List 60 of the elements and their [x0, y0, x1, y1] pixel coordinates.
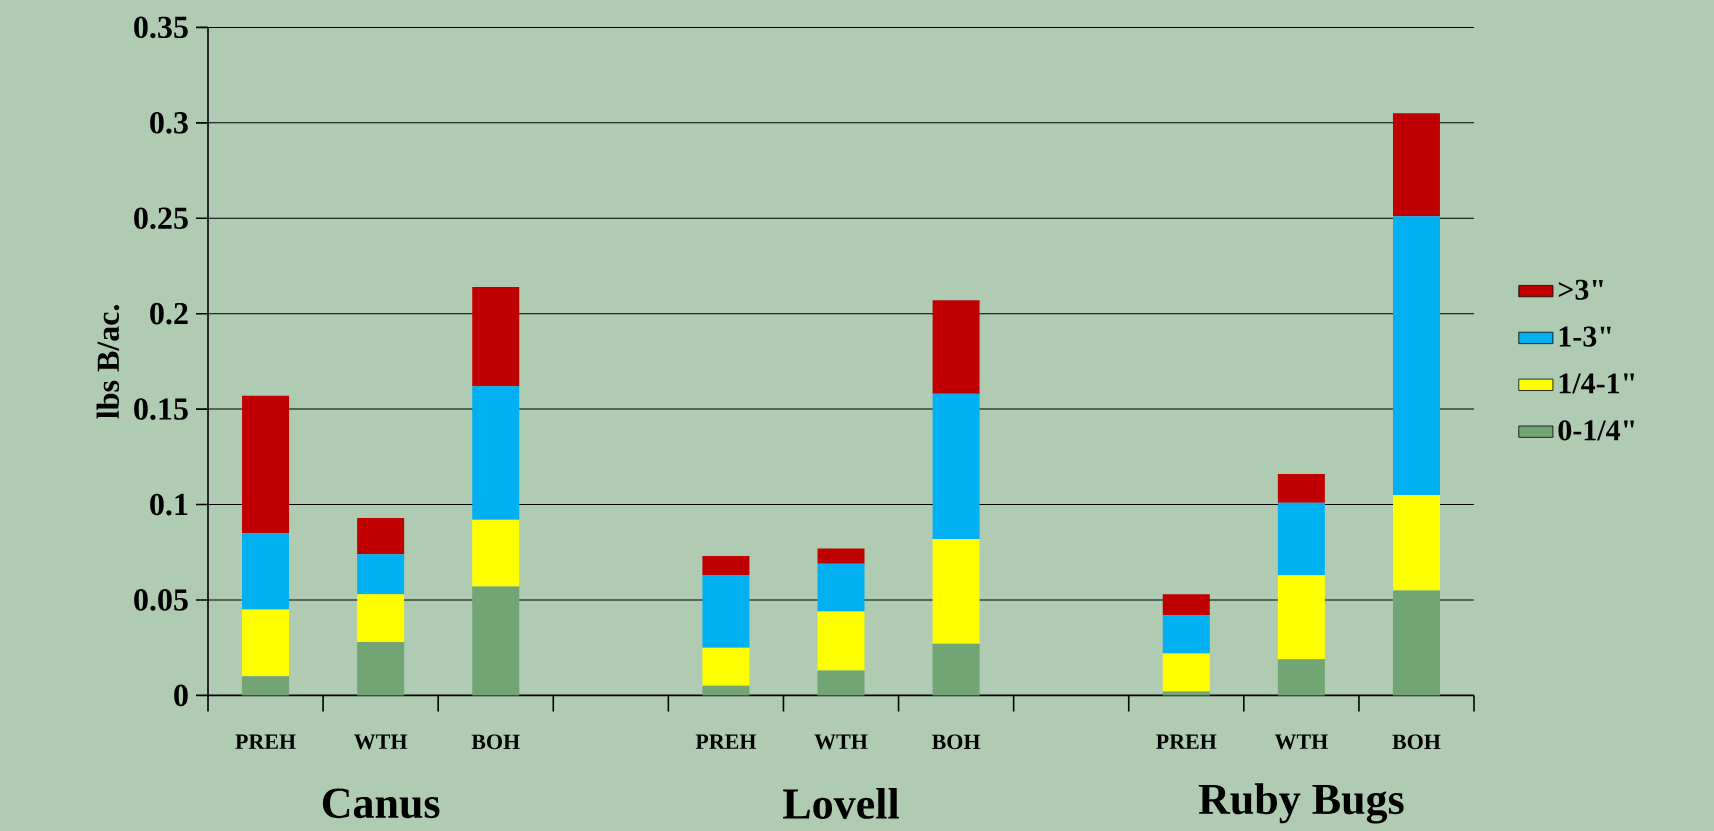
bar	[1277, 575, 1325, 660]
bar	[472, 519, 520, 587]
bar	[1392, 113, 1440, 217]
x-tick-label: WTH	[354, 734, 408, 750]
bar	[932, 300, 980, 394]
bar	[242, 676, 290, 696]
y-tick-label: 0.05	[134, 589, 188, 611]
y-axis-title: lbs B/ac.	[96, 305, 120, 419]
y-tick-label: 0.25	[134, 207, 188, 230]
bar	[357, 641, 405, 696]
bar	[932, 643, 980, 696]
bar	[1392, 495, 1440, 591]
bar	[242, 533, 290, 610]
bar	[1392, 216, 1440, 495]
text: Lovell	[783, 787, 899, 819]
x-tick-label: BOH	[1392, 734, 1441, 750]
x-tick-label: WTH	[814, 734, 868, 750]
bar	[817, 563, 865, 612]
bar	[1392, 590, 1440, 696]
bar	[1277, 502, 1325, 576]
bar	[932, 393, 980, 539]
bar	[357, 594, 405, 642]
y-tick-label: 0.35	[134, 16, 188, 39]
legend-label: >3"	[1558, 279, 1603, 300]
bar	[817, 548, 865, 564]
x-tick-label: WTH	[1274, 734, 1328, 750]
bar	[242, 609, 290, 677]
bar	[702, 647, 750, 686]
x-tick-label: BOH	[471, 734, 520, 750]
bar	[1277, 659, 1325, 696]
legend-label: 1/4-1"	[1559, 373, 1634, 394]
y-tick-label: 0.2	[150, 302, 188, 325]
bar	[702, 575, 750, 648]
y-tick-label: 0.1	[150, 493, 188, 516]
bar	[1277, 474, 1325, 503]
y-tick-label: 0.3	[150, 111, 188, 134]
bar	[357, 517, 405, 555]
x-tick-label: PREH	[1156, 734, 1217, 749]
x-tick-label: PREH	[695, 734, 757, 749]
text: Canus	[322, 788, 440, 819]
y-tick-label: 0.15	[134, 398, 188, 420]
bar	[702, 685, 750, 696]
bar	[472, 386, 520, 520]
bar	[357, 554, 405, 595]
x-tick-label: BOH	[932, 734, 981, 750]
bar	[932, 538, 980, 644]
bar	[472, 286, 520, 387]
bar	[702, 556, 750, 576]
bar	[472, 586, 520, 696]
bar	[817, 611, 865, 671]
legend-label: 0-1/4"	[1558, 420, 1634, 441]
bar	[1162, 615, 1210, 654]
y-tick-label: 0	[174, 684, 188, 707]
text: Ruby Bugs	[1198, 783, 1404, 824]
bar	[817, 670, 865, 696]
legend-label: 1-3"	[1559, 326, 1611, 347]
x-tick-label: PREH	[235, 734, 296, 749]
bar	[242, 395, 290, 534]
bar	[1162, 653, 1210, 692]
bar	[1162, 594, 1210, 616]
